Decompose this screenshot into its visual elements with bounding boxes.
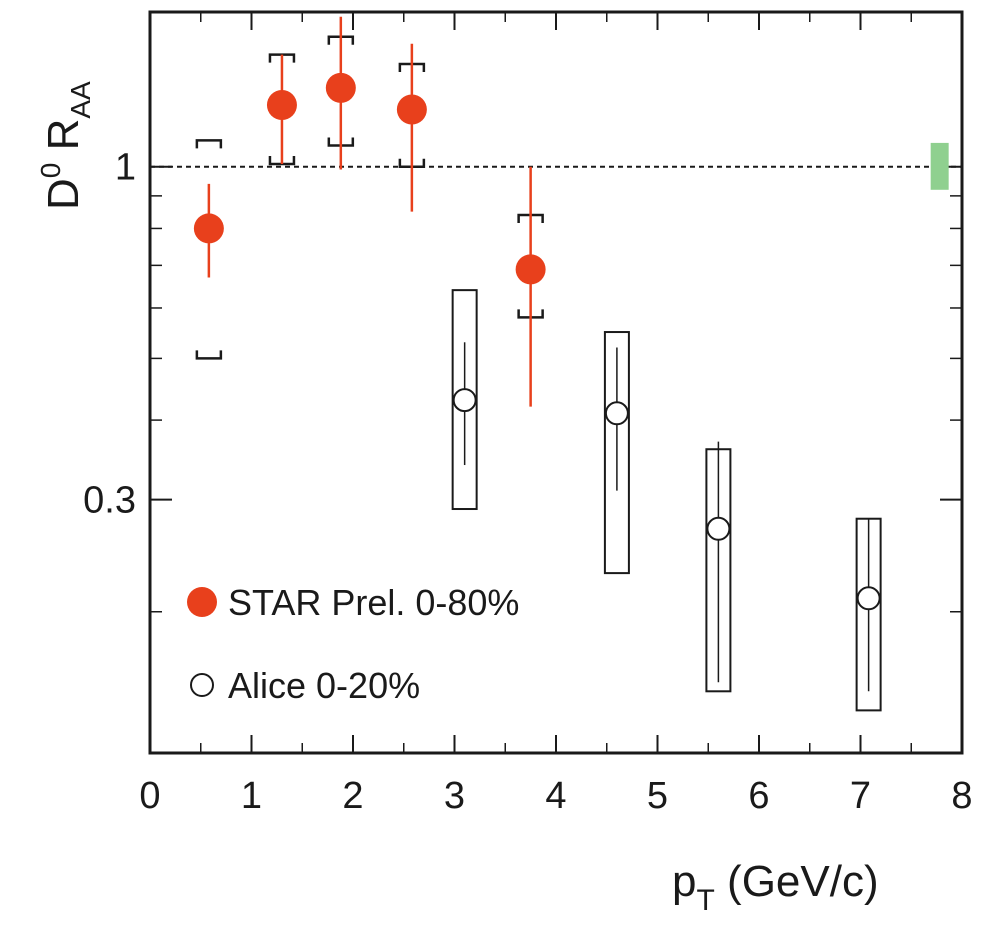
x-tick-label: 4 — [545, 775, 566, 817]
star-point-group — [325, 16, 356, 170]
x-tick-label: 8 — [951, 775, 972, 817]
alice-data-point — [452, 388, 477, 413]
axis-ticks — [149, 12, 963, 753]
x-axis-title-unit: (GeV/c) — [715, 857, 879, 906]
legend-star-marker — [187, 587, 217, 617]
legend-alice-label: Alice 0-20% — [228, 665, 420, 706]
x-axis-title-main: p — [672, 857, 696, 906]
x-tick-label: 0 — [139, 775, 160, 817]
normalization-uncertainty-box — [930, 142, 949, 190]
x-tick-label: 2 — [342, 775, 363, 817]
x-tick-label: 3 — [444, 775, 465, 817]
y-axis-title-r: R — [39, 119, 88, 163]
x-tick-label: 5 — [647, 775, 668, 817]
alice-point-group — [855, 517, 882, 712]
star-point-group — [515, 166, 546, 407]
x-axis-title-sub: T — [696, 884, 714, 917]
alice-data-point — [856, 586, 881, 611]
x-tick-label: 6 — [748, 775, 769, 817]
legend-alice-marker — [190, 673, 214, 697]
y-axis-title-sub: AA — [65, 81, 96, 119]
star-point-group — [266, 53, 297, 166]
normalization-box-layer — [930, 142, 949, 190]
star-data-point — [266, 90, 297, 121]
star-sys-bracket-top — [268, 53, 296, 63]
y-tick-labels: 10.3 — [83, 147, 136, 522]
alice-point-group — [705, 441, 732, 693]
svg-text:D0 RAA: D0 RAA — [35, 81, 96, 210]
x-tick-label: 7 — [850, 775, 871, 817]
y-axis-title-sup: 0 — [35, 163, 66, 179]
alice-sys-box — [451, 289, 478, 511]
alice-data-point — [604, 401, 629, 426]
star-point-group — [193, 139, 224, 360]
star-data-point — [515, 254, 546, 285]
star-point-group — [396, 43, 427, 212]
x-tick-label: 1 — [241, 775, 262, 817]
y-tick-label: 1 — [115, 147, 136, 189]
alice-data-point — [706, 516, 731, 541]
y-axis-title: D0 RAA — [35, 81, 96, 210]
series-layer — [193, 16, 882, 712]
y-axis-title-main: D — [39, 178, 88, 210]
alice-point-group — [451, 289, 478, 511]
star-sys-bracket-bottom — [195, 350, 223, 360]
star-data-point — [193, 213, 224, 244]
alice-sys-box — [603, 331, 630, 575]
y-tick-label: 0.3 — [83, 480, 136, 522]
plot-frame — [148, 10, 964, 755]
legend-star-label: STAR Prel. 0-80% — [228, 582, 519, 623]
x-tick-labels: 0 1 2 3 4 5 6 7 8 — [139, 775, 972, 817]
star-sys-bracket-top — [195, 139, 223, 149]
star-data-point — [325, 72, 356, 103]
alice-point-group — [603, 331, 630, 575]
x-axis-title: pT (GeV/c) — [672, 857, 879, 917]
legend: STAR Prel. 0-80% Alice 0-20% — [187, 582, 519, 706]
star-data-point — [396, 94, 427, 125]
